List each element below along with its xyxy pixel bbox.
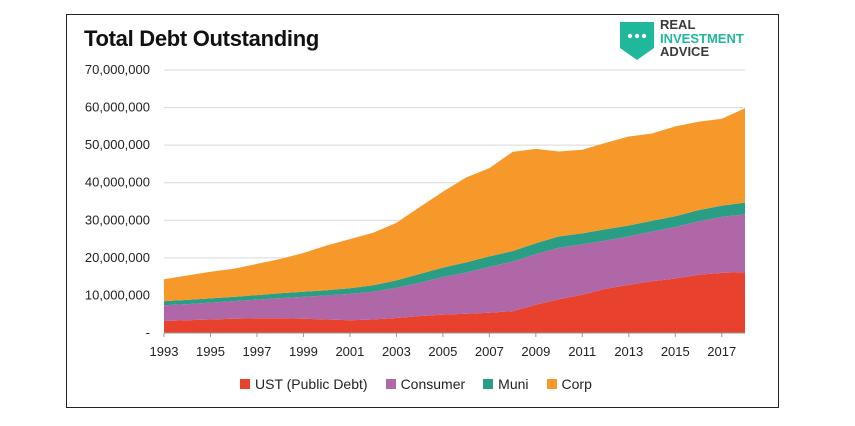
x-tick-label: 2007 xyxy=(475,344,504,359)
x-tick-label: 2001 xyxy=(335,344,364,359)
chart-title: Total Debt Outstanding xyxy=(84,26,319,51)
x-tick-label: 1993 xyxy=(150,344,179,359)
legend-label: Consumer xyxy=(400,376,466,392)
y-tick-label: 40,000,000 xyxy=(85,175,150,190)
legend-item: Muni xyxy=(483,376,529,392)
y-tick-label: 10,000,000 xyxy=(85,287,150,302)
legend-label: Muni xyxy=(498,376,529,392)
logo-text: REAL INVESTMENT ADVICE xyxy=(660,18,744,59)
x-tick-label: 2013 xyxy=(614,344,643,359)
area-ust-public-debt xyxy=(164,272,745,333)
y-tick-label: 50,000,000 xyxy=(85,137,150,152)
logo: REAL INVESTMENT ADVICE xyxy=(618,18,758,62)
x-tick-label: 2003 xyxy=(382,344,411,359)
x-tick-label: 1997 xyxy=(242,344,271,359)
area-consumer xyxy=(164,214,745,321)
y-tick-label: 20,000,000 xyxy=(85,250,150,265)
legend-item: Consumer xyxy=(385,376,466,392)
area-series xyxy=(164,108,745,333)
x-tick-label: 2015 xyxy=(661,344,690,359)
x-tick-label: 2017 xyxy=(707,344,736,359)
x-tick-label: 1999 xyxy=(289,344,318,359)
area-corp xyxy=(164,108,745,302)
legend: UST (Public Debt) Consumer Muni Corp xyxy=(240,376,592,392)
x-tick-label: 2005 xyxy=(428,344,457,359)
legend-label: Corp xyxy=(561,376,592,392)
x-tick-label: 1995 xyxy=(196,344,225,359)
legend-item: UST (Public Debt) xyxy=(240,376,368,392)
x-tick-label: 2009 xyxy=(521,344,550,359)
legend-swatch xyxy=(240,379,250,389)
logo-line-2: INVESTMENT xyxy=(660,30,744,46)
legend-swatch xyxy=(385,379,396,389)
y-tick-labels: - 10,000,000 20,000,000 30,000,000 40,000,00… xyxy=(85,62,150,340)
legend-swatch xyxy=(483,379,494,389)
y-tick-label: 30,000,000 xyxy=(85,212,150,227)
y-tick-label: 60,000,000 xyxy=(85,100,150,115)
chat-bubble-shield-icon xyxy=(620,22,654,60)
logo-line-3: ADVICE xyxy=(660,44,710,59)
legend-swatch xyxy=(546,379,557,389)
legend-label: UST (Public Debt) xyxy=(255,376,368,392)
y-tick-label: - xyxy=(146,325,150,340)
y-tick-label: 70,000,000 xyxy=(85,62,150,77)
x-tick-labels: 1993 1995 1997 1999 2001 2003 2005 2007 2009 2011… xyxy=(150,333,736,359)
logo-line-1: REAL xyxy=(660,17,696,32)
legend-item: Corp xyxy=(546,376,592,392)
x-tick-label: 2011 xyxy=(568,344,596,359)
